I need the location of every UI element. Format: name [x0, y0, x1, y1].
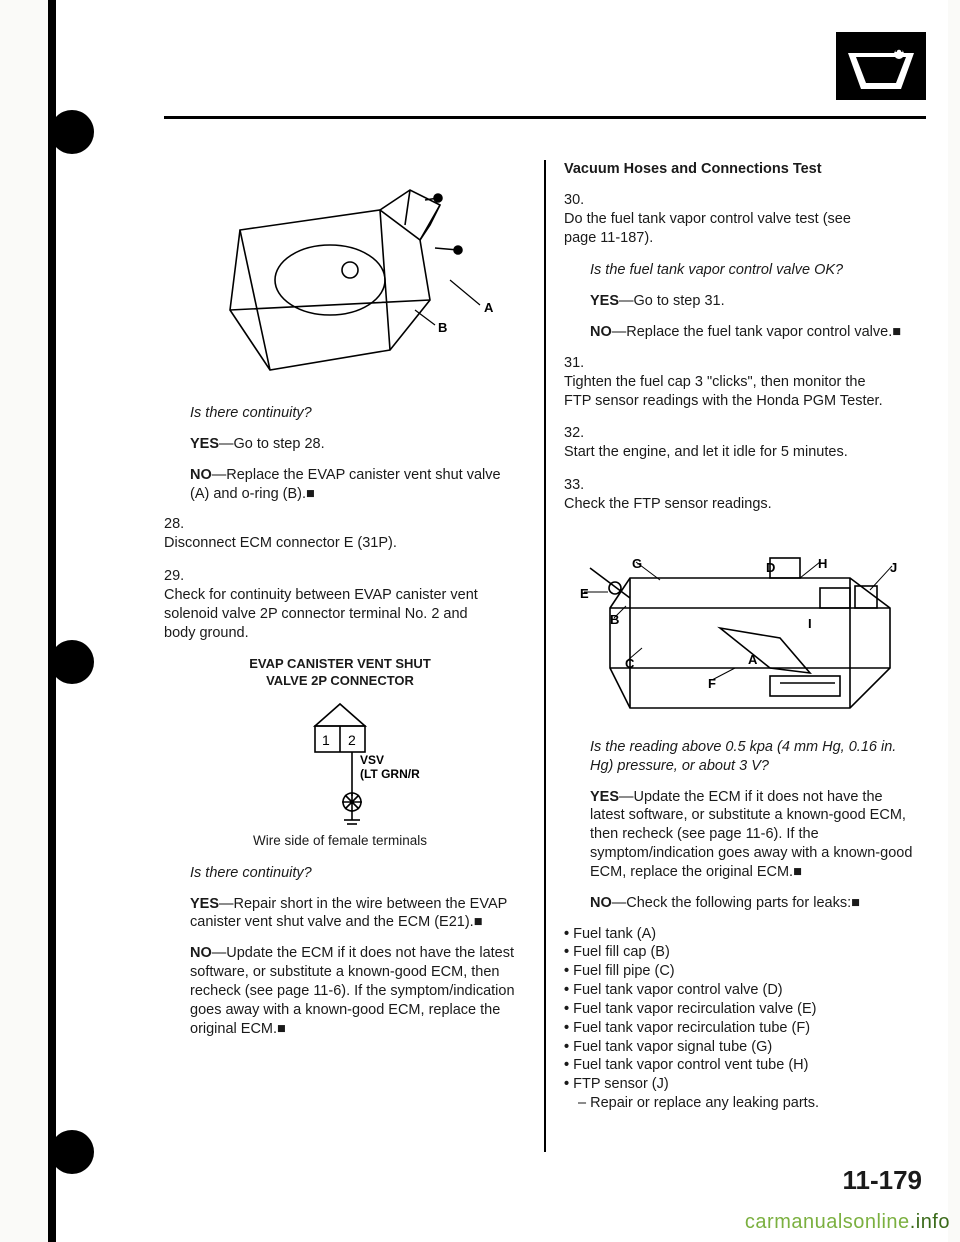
no-label: NO [190, 945, 212, 961]
step-number: 30. [564, 191, 590, 210]
list-item: Fuel tank vapor control valve (D) [564, 981, 916, 1000]
watermark: carmanualsonline.info [745, 1211, 950, 1234]
step-text: Start the engine, and let it idle for 5 … [564, 443, 886, 462]
binder-hole-icon [50, 110, 94, 154]
list-item: Fuel fill pipe (C) [564, 962, 916, 981]
step-text: Do the fuel tank vapor control valve tes… [564, 210, 886, 248]
no-body: —Replace the fuel tank vapor control val… [612, 324, 901, 340]
fig2-label-g: G [632, 556, 642, 571]
step-text: Tighten the fuel cap 3 "clicks", then mo… [564, 373, 886, 411]
list-item: Fuel fill cap (B) [564, 943, 916, 962]
step-28: 28. Disconnect ECM connector E (31P). [164, 515, 516, 553]
fuel-tank-figure: A B C D E F G H I J [570, 528, 910, 728]
step-text: Check for continuity between EVAP canist… [164, 586, 486, 643]
connector-title-1: EVAP CANISTER VENT SHUT [164, 656, 516, 673]
list-item: Fuel tank vapor recirculation valve (E) [564, 1000, 916, 1019]
manual-page: A B Is there continuity? YES—Go to step … [48, 0, 948, 1242]
step-30: 30. Do the fuel tank vapor control valve… [564, 191, 916, 248]
fig2-label-a: A [748, 652, 758, 667]
continuity-question-2: Is there continuity? [164, 864, 516, 883]
yes-answer-30: YES—Go to step 31. [564, 292, 916, 311]
wire-label-1: VSV [360, 753, 384, 767]
binder-hole-icon [50, 1130, 94, 1174]
fig1-label-b: B [438, 320, 447, 335]
yes-body: —Go to step 31. [619, 293, 725, 309]
yes-body: —Go to step 28. [219, 436, 325, 452]
step-number: 32. [564, 424, 590, 443]
list-item: Fuel tank vapor recirculation tube (F) [564, 1019, 916, 1038]
watermark-text-2: .info [910, 1211, 950, 1233]
yes-label: YES [190, 896, 219, 912]
continuity-question-1: Is there continuity? [164, 404, 516, 423]
yes-label: YES [590, 293, 619, 309]
left-column: A B Is there continuity? YES—Go to step … [164, 160, 526, 1152]
list-item-sub: Repair or replace any leaking parts. [564, 1094, 916, 1113]
step-31: 31. Tighten the fuel cap 3 "clicks", the… [564, 354, 916, 411]
connector-diagram: 1 2 VSV (LT GRN/RED) [260, 696, 420, 826]
pin-2: 2 [348, 732, 356, 748]
fig1-label-a: A [484, 300, 494, 315]
yes-answer-33: YES—Update the ECM if it does not have t… [564, 788, 916, 882]
list-item: Fuel tank vapor signal tube (G) [564, 1038, 916, 1057]
yes-answer-1: YES—Go to step 28. [164, 435, 516, 454]
yes-body: —Repair short in the wire between the EV… [190, 896, 507, 931]
connector-caption: Wire side of female terminals [164, 832, 516, 850]
no-label: NO [590, 324, 612, 340]
yes-label: YES [590, 789, 619, 805]
content-columns: A B Is there continuity? YES—Go to step … [164, 160, 926, 1152]
yes-answer-2: YES—Repair short in the wire between the… [164, 895, 516, 933]
watermark-text-1: carmanualsonline [745, 1211, 910, 1233]
no-answer-1: NO—Replace the EVAP canister vent shut v… [164, 466, 516, 504]
yes-body: —Update the ECM if it does not have the … [590, 789, 912, 880]
step-number: 33. [564, 476, 590, 495]
list-item: FTP sensor (J) [564, 1075, 916, 1094]
no-body: —Check the following parts for leaks:■ [612, 895, 860, 911]
step-text: Disconnect ECM connector E (31P). [164, 534, 486, 553]
step-32: 32. Start the engine, and let it idle fo… [564, 424, 916, 462]
leak-check-list: Fuel tank (A) Fuel fill cap (B) Fuel fil… [564, 925, 916, 1113]
step33-question: Is the reading above 0.5 kpa (4 mm Hg, 0… [564, 738, 916, 776]
no-label: NO [190, 467, 212, 483]
step-number: 28. [164, 515, 190, 534]
canister-figure: A B [180, 170, 500, 390]
right-column: Vacuum Hoses and Connections Test 30. Do… [564, 160, 926, 1152]
fig2-label-e: E [580, 586, 589, 601]
no-label: NO [590, 895, 612, 911]
no-answer-33: NO—Check the following parts for leaks:■ [564, 894, 916, 913]
step-text: Check the FTP sensor readings. [564, 495, 886, 514]
brand-logo-icon [836, 32, 926, 100]
yes-label: YES [190, 436, 219, 452]
fig2-label-i: I [808, 616, 812, 631]
list-item: Fuel tank (A) [564, 925, 916, 944]
fig2-label-d: D [766, 560, 775, 575]
pin-1: 1 [322, 732, 330, 748]
header-rule [164, 116, 926, 119]
column-divider [544, 160, 546, 1152]
step-29: 29. Check for continuity between EVAP ca… [164, 567, 516, 642]
no-body: —Update the ECM if it does not have the … [190, 945, 515, 1036]
step-number: 29. [164, 567, 190, 586]
binder-hole-icon [50, 640, 94, 684]
no-body: —Replace the EVAP canister vent shut val… [190, 467, 501, 502]
no-answer-30: NO—Replace the fuel tank vapor control v… [564, 323, 916, 342]
list-item: Fuel tank vapor control vent tube (H) [564, 1056, 916, 1075]
fig2-label-h: H [818, 556, 827, 571]
no-answer-2: NO—Update the ECM if it does not have th… [164, 944, 516, 1038]
step-number: 31. [564, 354, 590, 373]
section-heading: Vacuum Hoses and Connections Test [564, 160, 916, 179]
connector-title-2: VALVE 2P CONNECTOR [164, 673, 516, 690]
wire-label-2: (LT GRN/RED) [360, 767, 420, 781]
page-number: 11-179 [842, 1165, 922, 1196]
step-33: 33. Check the FTP sensor readings. [564, 476, 916, 514]
step30-question: Is the fuel tank vapor control valve OK? [564, 261, 916, 280]
